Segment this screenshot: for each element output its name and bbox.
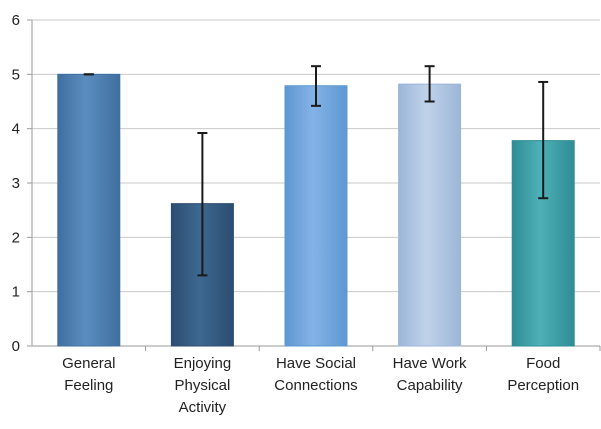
error-bar bbox=[197, 132, 208, 277]
y-tick-label: 0 bbox=[12, 338, 20, 355]
y-tick-label: 6 bbox=[12, 12, 20, 29]
x-category-label: Have Social Connections bbox=[274, 355, 357, 394]
bar bbox=[398, 83, 462, 347]
y-tick-label: 4 bbox=[12, 121, 20, 138]
y-tick-label: 5 bbox=[12, 66, 20, 83]
x-category-label: Enjoying Physical Activity bbox=[174, 355, 232, 416]
bar bbox=[284, 85, 348, 347]
y-tick-label: 2 bbox=[12, 229, 20, 246]
y-tick-label: 1 bbox=[12, 284, 20, 301]
error-bar bbox=[311, 65, 321, 107]
x-category-label: Have Work Capability bbox=[393, 355, 467, 394]
x-category-label: General Feeling bbox=[62, 355, 115, 394]
bar bbox=[57, 73, 121, 347]
x-category-labels: General Feeling Enjoying Physical Activity Ha… bbox=[62, 355, 579, 416]
y-tick-label: 3 bbox=[12, 175, 20, 192]
error-bars bbox=[83, 65, 549, 277]
error-bar bbox=[538, 80, 549, 200]
y-tick-labels: 0 1 2 3 4 5 6 bbox=[12, 12, 20, 355]
bars bbox=[57, 73, 575, 347]
error-bar bbox=[424, 65, 435, 103]
x-category-label: Food Perception bbox=[507, 355, 579, 394]
